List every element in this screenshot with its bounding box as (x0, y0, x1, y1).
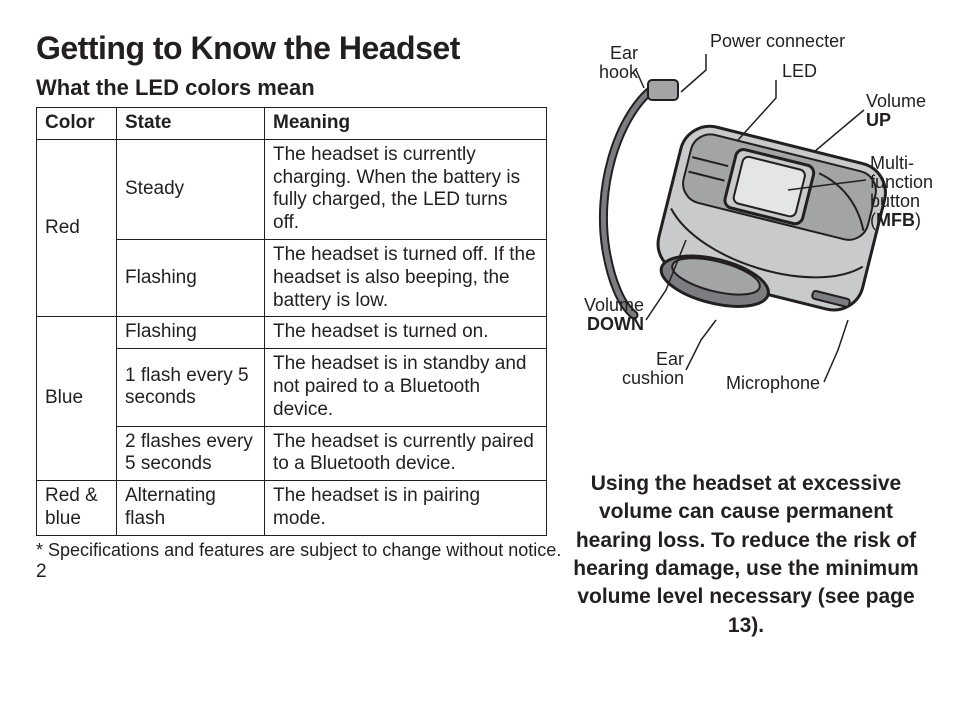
headset-diagram: Earhook Power connecter LED VolumeUP Mul… (566, 30, 926, 410)
cell-state: Alternating flash (117, 481, 265, 536)
led-table: Color State Meaning Red Steady The heads… (36, 107, 547, 536)
cell-meaning: The headset is turned on. (265, 317, 547, 349)
col-header-meaning: Meaning (265, 108, 547, 140)
cell-meaning: The headset is currently paired to a Blu… (265, 426, 547, 481)
cell-state: Flashing (117, 317, 265, 349)
cell-color: Blue (37, 317, 117, 481)
label-mfb: Multi- function button ((MFB)MFB) (870, 154, 933, 230)
cell-state: Steady (117, 139, 265, 239)
label-volume-down: VolumeDOWN (566, 296, 644, 334)
label-led: LED (782, 62, 817, 81)
col-header-color: Color (37, 108, 117, 140)
cell-state: Flashing (117, 239, 265, 316)
label-microphone: Microphone (726, 374, 820, 393)
cell-state: 1 flash every 5 seconds (117, 349, 265, 426)
cell-meaning: The headset is currently charging. When … (265, 139, 547, 239)
label-volume-up: VolumeUP (866, 92, 926, 130)
cell-meaning: The headset is turned off. If the headse… (265, 239, 547, 316)
col-header-state: State (117, 108, 265, 140)
table-header-row: Color State Meaning (37, 108, 547, 140)
cell-meaning: The headset is in standby and not paired… (265, 349, 547, 426)
label-ear-hook: Earhook (578, 44, 638, 82)
cell-meaning: The headset is in pairing mode. (265, 481, 547, 536)
table-row: Red Steady The headset is currently char… (37, 139, 547, 239)
cell-state: 2 flashes every 5 seconds (117, 426, 265, 481)
page-number: 2 (36, 561, 566, 583)
section-subtitle: What the LED colors mean (36, 75, 566, 101)
warning-text: Using the headset at excessive volume ca… (566, 470, 926, 640)
label-power-connecter: Power connecter (710, 32, 845, 51)
cell-color: Red (37, 139, 117, 317)
table-row: Red & blue Alternating flash The headset… (37, 481, 547, 536)
label-ear-cushion: Earcushion (614, 350, 684, 388)
table-row: Blue Flashing The headset is turned on. (37, 317, 547, 349)
footnote: * Specifications and features are subjec… (36, 540, 566, 561)
page-title: Getting to Know the Headset (36, 30, 566, 67)
cell-color: Red & blue (37, 481, 117, 536)
